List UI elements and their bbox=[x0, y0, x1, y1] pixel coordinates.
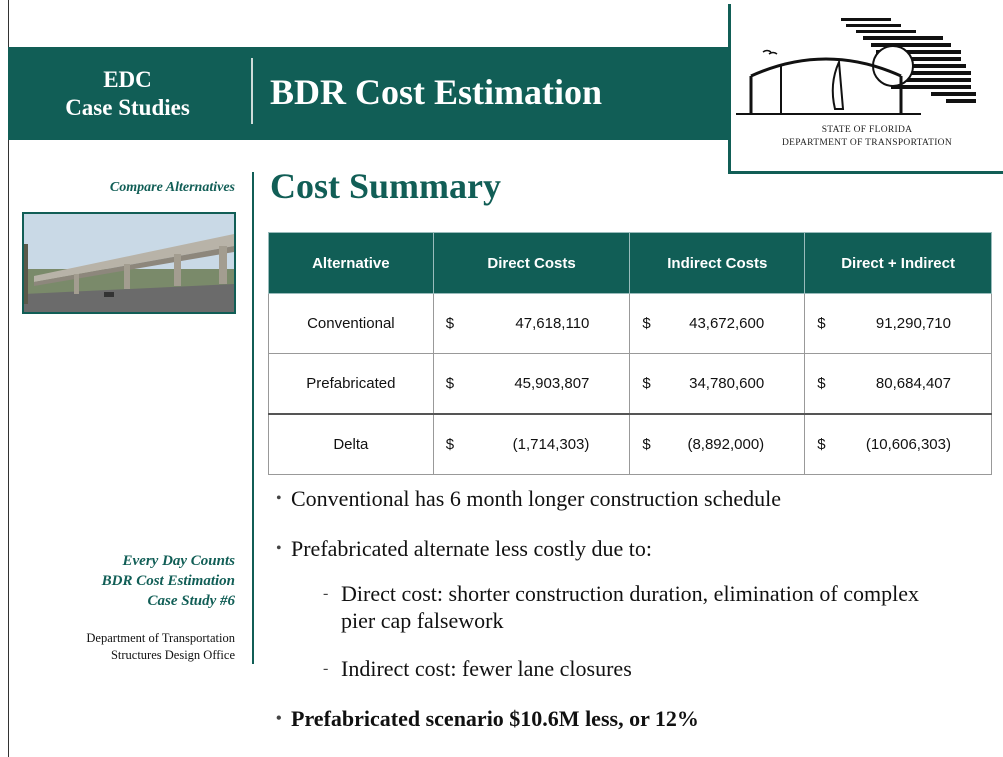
amount: 80,684,407 bbox=[876, 375, 951, 392]
cost-cell: $91,290,710 bbox=[805, 294, 992, 354]
currency: $ bbox=[817, 436, 825, 453]
amount: 91,290,710 bbox=[876, 315, 951, 332]
currency: $ bbox=[642, 436, 650, 453]
series-line: BDR Cost Estimation bbox=[20, 571, 235, 591]
amount: 47,618,110 bbox=[515, 315, 589, 332]
sidebar-divider bbox=[252, 172, 254, 664]
amount: (10,606,303) bbox=[866, 436, 951, 453]
cost-cell: $43,672,600 bbox=[630, 294, 805, 354]
cost-cell: $80,684,407 bbox=[805, 354, 992, 415]
currency: $ bbox=[446, 315, 454, 332]
column-header: Indirect Costs bbox=[630, 233, 805, 294]
header-divider bbox=[251, 58, 253, 124]
bullet: Prefabricated alternate less costly due … bbox=[291, 535, 652, 562]
amount: (8,892,000) bbox=[687, 436, 764, 453]
office-line: Structures Design Office bbox=[20, 647, 235, 664]
table-row: Prefabricated$45,903,807$34,780,600$80,6… bbox=[269, 354, 992, 415]
logo-graphic bbox=[731, 4, 1003, 124]
row-label: Conventional bbox=[269, 294, 434, 354]
series-label: Every Day Counts BDR Cost Estimation Cas… bbox=[20, 551, 235, 611]
column-header: Alternative bbox=[269, 233, 434, 294]
section-line: EDC bbox=[20, 66, 235, 94]
logo: STATE OF FLORIDA DEPARTMENT OF TRANSPORT… bbox=[728, 4, 1003, 174]
currency: $ bbox=[642, 375, 650, 392]
row-label: Prefabricated bbox=[269, 354, 434, 415]
cost-cell: $ (8,892,000) bbox=[630, 414, 805, 475]
table-row: Conventional$47,618,110$43,672,600$91,29… bbox=[269, 294, 992, 354]
series-line: Every Day Counts bbox=[20, 551, 235, 571]
table-row: Delta $ (1,714,303) $ (8,892,000) $ (10,606,30… bbox=[269, 414, 992, 475]
slide: EDC Case Studies BDR Cost Estimation STA… bbox=[0, 0, 1003, 757]
cost-cell: $45,903,807 bbox=[433, 354, 630, 415]
slide-title: BDR Cost Estimation bbox=[270, 71, 602, 113]
bullet: Conventional has 6 month longer construc… bbox=[291, 485, 781, 512]
amount: 34,780,600 bbox=[689, 375, 764, 392]
amount: (1,714,303) bbox=[513, 436, 590, 453]
conclusion: Prefabricated scenario $10.6M less, or 1… bbox=[291, 705, 699, 732]
section-line: Case Studies bbox=[20, 94, 235, 122]
row-label: Delta bbox=[269, 414, 434, 475]
logo-text: DEPARTMENT OF TRANSPORTATION bbox=[731, 138, 1003, 148]
section-heading: Cost Summary bbox=[270, 165, 501, 207]
bridge-photo bbox=[22, 212, 236, 314]
office-line: Department of Transportation bbox=[20, 630, 235, 647]
currency: $ bbox=[817, 375, 825, 392]
office-label: Department of Transportation Structures … bbox=[20, 630, 235, 664]
currency: $ bbox=[446, 375, 454, 392]
currency: $ bbox=[446, 436, 454, 453]
currency: $ bbox=[817, 315, 825, 332]
amount: 43,672,600 bbox=[689, 315, 764, 332]
sidebar-caption: Compare Alternatives bbox=[20, 180, 235, 196]
sub-bullet: Indirect cost: fewer lane closures bbox=[341, 655, 632, 682]
section-label: EDC Case Studies bbox=[20, 66, 235, 122]
series-line: Case Study #6 bbox=[20, 591, 235, 611]
cost-cell: $34,780,600 bbox=[630, 354, 805, 415]
cost-cell: $ (1,714,303) bbox=[433, 414, 630, 475]
logo-text: STATE OF FLORIDA bbox=[731, 125, 1003, 135]
sub-bullet: Direct cost: shorter construction durati… bbox=[341, 580, 941, 634]
currency: $ bbox=[642, 315, 650, 332]
column-header: Direct + Indirect bbox=[805, 233, 992, 294]
column-header: Direct Costs bbox=[433, 233, 630, 294]
amount: 45,903,807 bbox=[514, 375, 589, 392]
cost-cell: $ (10,606,303) bbox=[805, 414, 992, 475]
cost-cell: $47,618,110 bbox=[433, 294, 630, 354]
